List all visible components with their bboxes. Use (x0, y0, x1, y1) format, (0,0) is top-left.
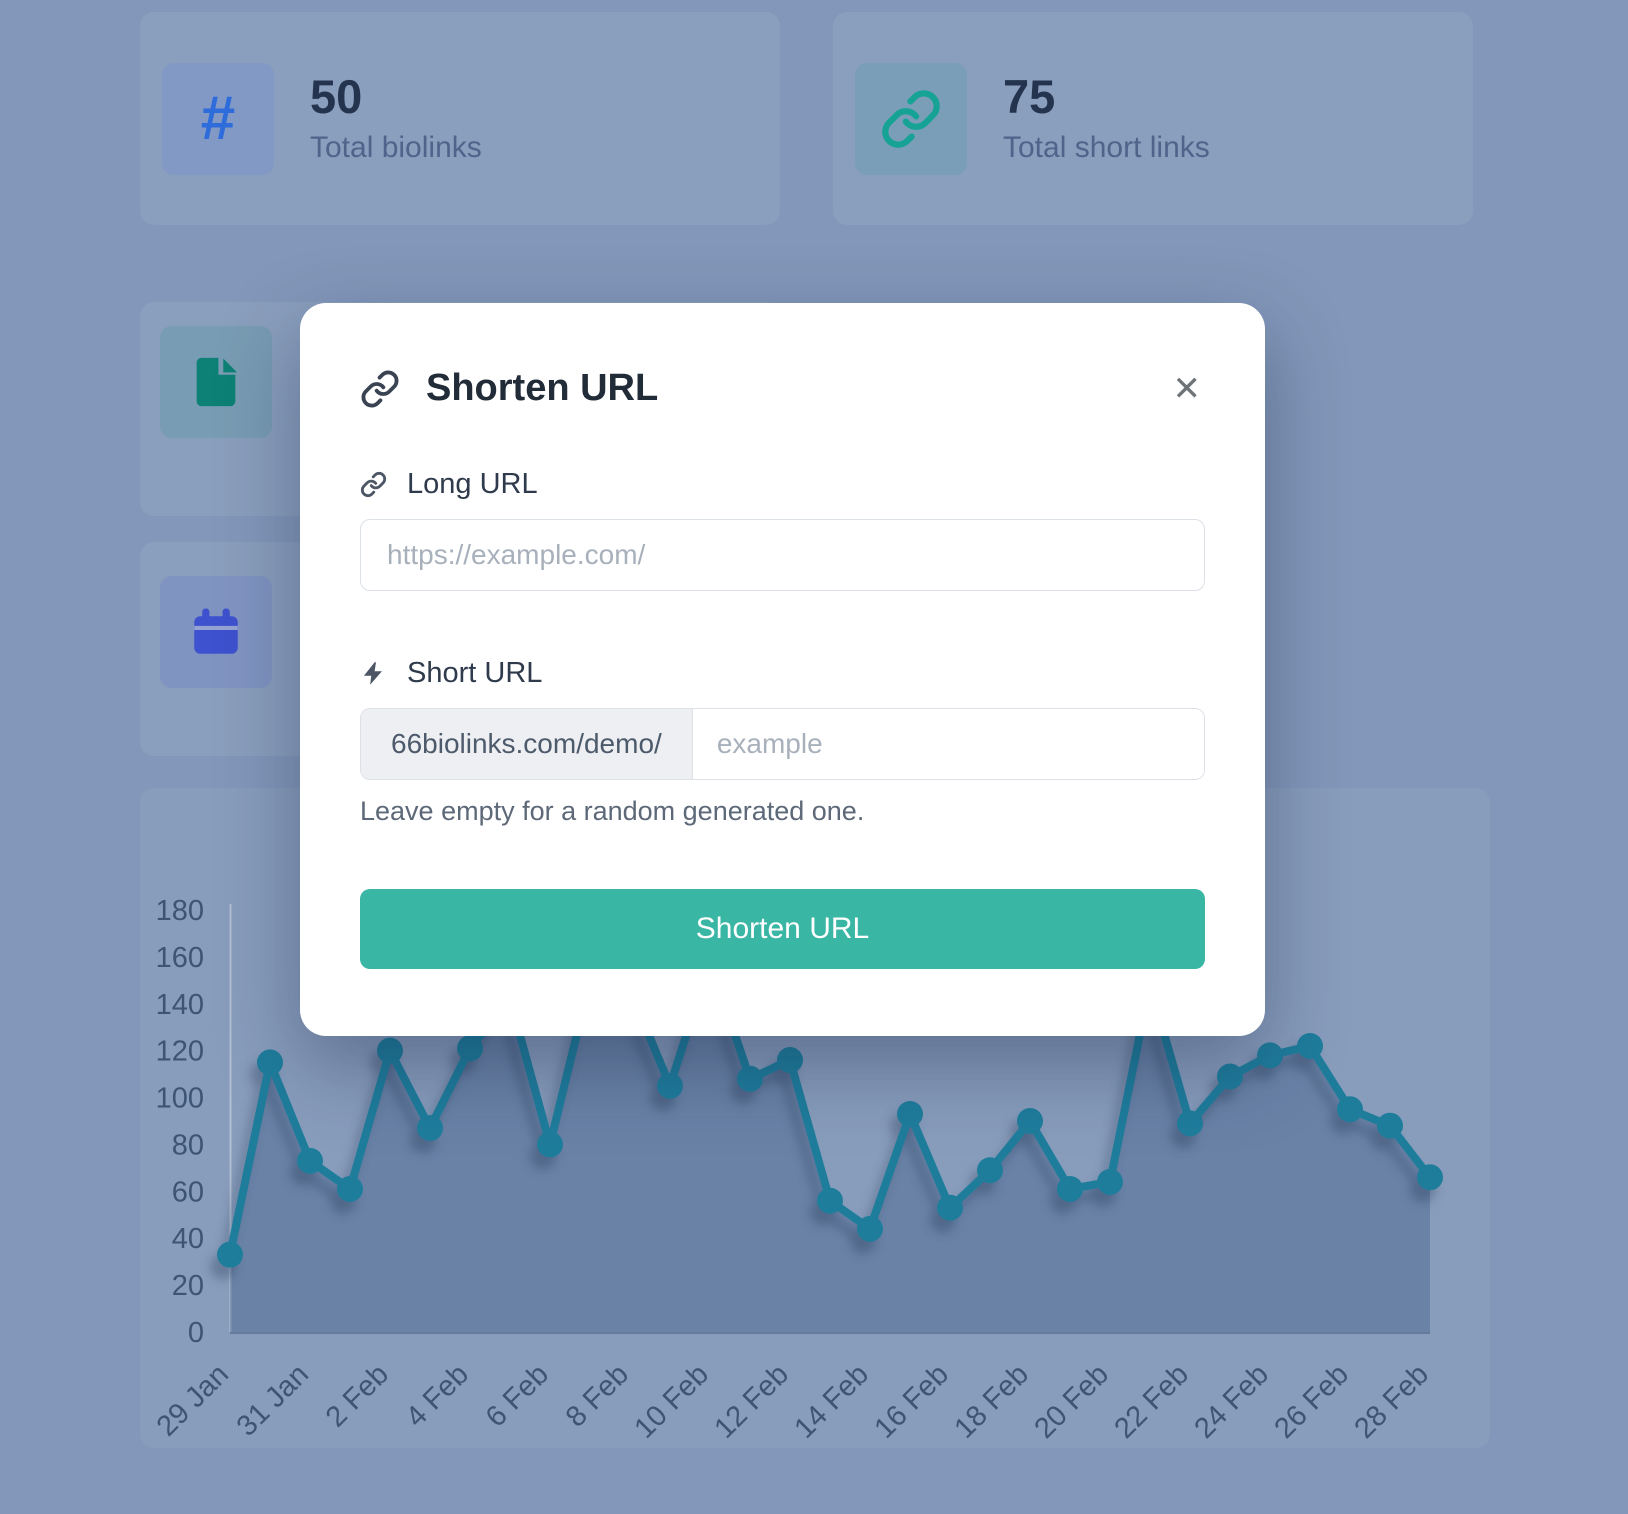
link-icon (880, 88, 942, 150)
total-short-links-value: 75 (1003, 69, 1056, 123)
svg-text:28 Feb: 28 Feb (1348, 1358, 1434, 1444)
long-url-label-row: Long URL (360, 468, 1205, 501)
svg-text:120: 120 (156, 1036, 204, 1068)
shorten-url-modal: Shorten URL ✕ Long URL Short URL 66bioli… (300, 303, 1265, 1036)
svg-text:0: 0 (188, 1317, 204, 1349)
svg-text:160: 160 (156, 942, 204, 974)
total-biolinks-value: 50 (310, 69, 363, 123)
svg-text:6 Feb: 6 Feb (480, 1358, 555, 1433)
modal-header: Shorten URL ✕ (360, 367, 1205, 410)
link-small-icon (360, 471, 387, 498)
short-url-label-row: Short URL (360, 657, 1205, 690)
svg-text:2 Feb: 2 Feb (320, 1358, 395, 1433)
svg-text:14 Feb: 14 Feb (788, 1358, 874, 1444)
svg-text:100: 100 (156, 1083, 204, 1115)
svg-text:20 Feb: 20 Feb (1028, 1358, 1114, 1444)
svg-text:4 Feb: 4 Feb (400, 1358, 475, 1433)
lightning-icon (360, 660, 387, 687)
calendar-icon (187, 603, 245, 661)
svg-text:26 Feb: 26 Feb (1268, 1358, 1354, 1444)
svg-text:10 Feb: 10 Feb (628, 1358, 714, 1444)
svg-text:24 Feb: 24 Feb (1188, 1358, 1274, 1444)
svg-text:180: 180 (156, 895, 204, 927)
total-short-links-label: Total short links (1003, 131, 1210, 165)
svg-text:16 Feb: 16 Feb (868, 1358, 954, 1444)
svg-text:20: 20 (172, 1270, 204, 1302)
modal-title: Shorten URL (426, 367, 659, 409)
svg-text:80: 80 (172, 1129, 204, 1161)
file-icon (187, 353, 245, 411)
file-icon-tile (160, 326, 272, 438)
svg-text:40: 40 (172, 1223, 204, 1255)
shorten-url-button[interactable]: Shorten URL (360, 889, 1205, 969)
long-url-label: Long URL (407, 468, 538, 500)
short-url-domain-prefix: 66biolinks.com/demo/ (361, 709, 693, 779)
short-url-helper-text: Leave empty for a random generated one. (360, 796, 865, 826)
svg-text:60: 60 (172, 1176, 204, 1208)
svg-text:140: 140 (156, 989, 204, 1021)
svg-text:8 Feb: 8 Feb (560, 1358, 635, 1433)
calendar-icon-tile (160, 576, 272, 688)
stat-icon-tile: # (162, 62, 274, 175)
close-icon[interactable]: ✕ (1169, 368, 1206, 410)
short-url-label: Short URL (407, 657, 543, 689)
stat-icon-tile (855, 62, 967, 175)
short-url-input-group: 66biolinks.com/demo/ (360, 708, 1205, 780)
short-url-input[interactable] (692, 709, 1204, 779)
svg-text:18 Feb: 18 Feb (948, 1358, 1034, 1444)
chain-link-icon (360, 369, 400, 409)
total-biolinks-label: Total biolinks (310, 131, 482, 165)
svg-text:12 Feb: 12 Feb (708, 1358, 794, 1444)
svg-text:29 Jan: 29 Jan (151, 1358, 235, 1442)
stat-card-short-links: 75 Total short links (833, 12, 1473, 225)
stat-card-biolinks: # 50 Total biolinks (140, 12, 780, 225)
hash-icon: # (200, 83, 236, 153)
svg-text:22 Feb: 22 Feb (1108, 1358, 1194, 1444)
long-url-input[interactable] (360, 519, 1205, 591)
svg-text:31 Jan: 31 Jan (231, 1358, 315, 1442)
